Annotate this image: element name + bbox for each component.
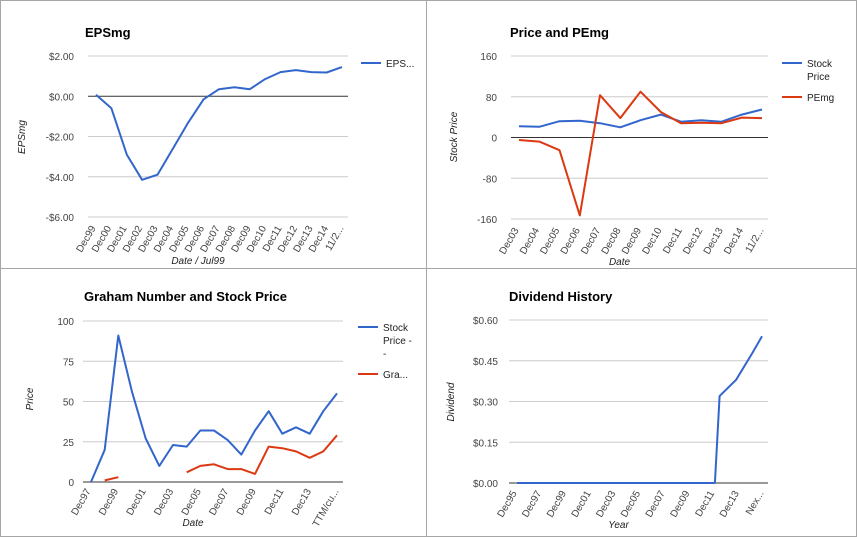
y-tick-label: 25	[63, 438, 75, 449]
legend-label-0: EPS...	[386, 59, 414, 70]
chart-title: EPSmg	[85, 25, 131, 40]
series-line-1	[518, 90, 763, 217]
x-tick-label: Dec99	[545, 489, 569, 520]
x-axis-label: Date	[182, 518, 204, 529]
legend-label-line: Stock	[807, 59, 833, 70]
y-tick-label: $0.00	[473, 479, 498, 490]
x-tick-label: Dec99	[97, 487, 121, 518]
x-tick-label: Dec11	[263, 487, 287, 517]
y-tick-label: -$6.00	[46, 213, 75, 224]
x-tick-label: Dec03	[594, 489, 618, 520]
x-axis-label: Year	[608, 520, 629, 531]
x-tick-label: 11/2...	[744, 226, 767, 255]
x-tick-label: Dec13	[290, 487, 314, 518]
legend-label-0: Stock Price	[807, 59, 833, 83]
x-tick-label: Dec13	[718, 489, 742, 520]
y-axis-label: Stock Price	[449, 111, 460, 162]
x-tick-label: Dec07	[644, 489, 668, 520]
series-line-0	[95, 66, 343, 181]
y-tick-label: 0	[68, 478, 74, 489]
y-tick-label: -80	[483, 174, 498, 185]
x-tick-label: Dec05	[619, 489, 643, 520]
series-line-0	[518, 108, 763, 129]
legend-label-line: EPS...	[386, 59, 414, 70]
y-tick-label: $0.00	[49, 92, 74, 103]
chart-svg-2: Graham Number and Stock Price 100 75 50 25 0 P…	[25, 289, 412, 529]
legend-label-line: PEmg	[807, 93, 834, 104]
y-tick-label: 160	[480, 52, 497, 63]
dividend-chart-panel: Dividend History $0.60 $0.45 $0.30 $0.15 $0.0…	[426, 268, 857, 537]
x-tick-label: Dec14	[722, 226, 746, 257]
x-tick-label: Dec07	[207, 487, 231, 518]
y-tick-label: -$2.00	[46, 133, 75, 144]
graham-chart-panel: Graham Number and Stock Price 100 75 50 25 0 P…	[0, 268, 427, 537]
legend-label-line: Price -	[383, 336, 412, 347]
y-axis-label: EPSmg	[17, 120, 28, 154]
chart-svg-3: Dividend History $0.60 $0.45 $0.30 $0.15 $0.0…	[446, 289, 768, 531]
legend-label-line: Price	[807, 72, 830, 83]
series-line-0	[90, 334, 338, 483]
legend-label-1: PEmg	[807, 93, 834, 104]
x-tick-label: Nex...	[744, 489, 767, 517]
x-tick-label: TTM/cu...	[311, 487, 342, 529]
chart-svg-0: EPSmg $2.00 $0.00 -$2.00 -$4.00 -$6.00 EPSmg Da…	[17, 25, 414, 267]
x-tick-label: Dec95	[496, 489, 520, 520]
x-tick-label: Dec11	[694, 489, 718, 519]
chart-svg-1: Price and PEmg 160 80 0 -80 -160 Stock Price Da…	[449, 25, 834, 268]
series-line-0	[517, 335, 763, 484]
x-axis-label: Date / Jul99	[171, 256, 225, 267]
y-tick-label: 0	[491, 134, 497, 145]
y-axis-label: Price	[25, 387, 36, 410]
x-tick-label: Dec97	[70, 487, 94, 518]
legend-label-line: Stock	[383, 323, 409, 334]
eps-chart-panel: EPSmg $2.00 $0.00 -$2.00 -$4.00 -$6.00 EPSmg Da…	[0, 0, 427, 269]
y-tick-label: 50	[63, 398, 75, 409]
y-tick-label: -160	[477, 215, 497, 226]
x-tick-label: Dec09	[235, 487, 259, 518]
x-tick-label: Dec05	[180, 487, 204, 518]
y-tick-label: $2.00	[49, 52, 74, 63]
x-tick-label: Dec10	[641, 226, 665, 257]
y-tick-label: $0.30	[473, 398, 498, 409]
chart-title: Dividend History	[509, 289, 613, 304]
y-tick-label: -$4.00	[46, 173, 75, 184]
x-tick-label: Dec01	[125, 487, 149, 518]
y-tick-label: 75	[63, 357, 75, 368]
y-tick-label: $0.45	[473, 357, 498, 368]
legend-label-0: Stock Price - -	[383, 323, 412, 360]
x-tick-label: Dec03	[152, 487, 176, 518]
x-axis-label: Date	[609, 257, 631, 268]
chart-title: Graham Number and Stock Price	[84, 289, 287, 304]
price-pe-chart-panel: Price and PEmg 160 80 0 -80 -160 Stock Price Da…	[426, 0, 857, 269]
y-tick-label: $0.15	[473, 438, 498, 449]
x-tick-label: Dec09	[669, 489, 693, 520]
legend-label-1: Gra...	[383, 370, 408, 381]
legend-label-line: -	[383, 349, 386, 360]
y-tick-label: 80	[486, 93, 498, 104]
series-line-1	[104, 476, 119, 482]
legend-label-line: Gra...	[383, 370, 408, 381]
y-axis-label: Dividend	[446, 382, 457, 421]
x-tick-label: Dec97	[520, 489, 544, 520]
y-tick-label: 100	[57, 317, 74, 328]
x-tick-label: Dec01	[570, 489, 594, 520]
chart-title: Price and PEmg	[510, 25, 609, 40]
series-line-2	[186, 434, 338, 475]
y-tick-label: $0.60	[473, 316, 498, 327]
